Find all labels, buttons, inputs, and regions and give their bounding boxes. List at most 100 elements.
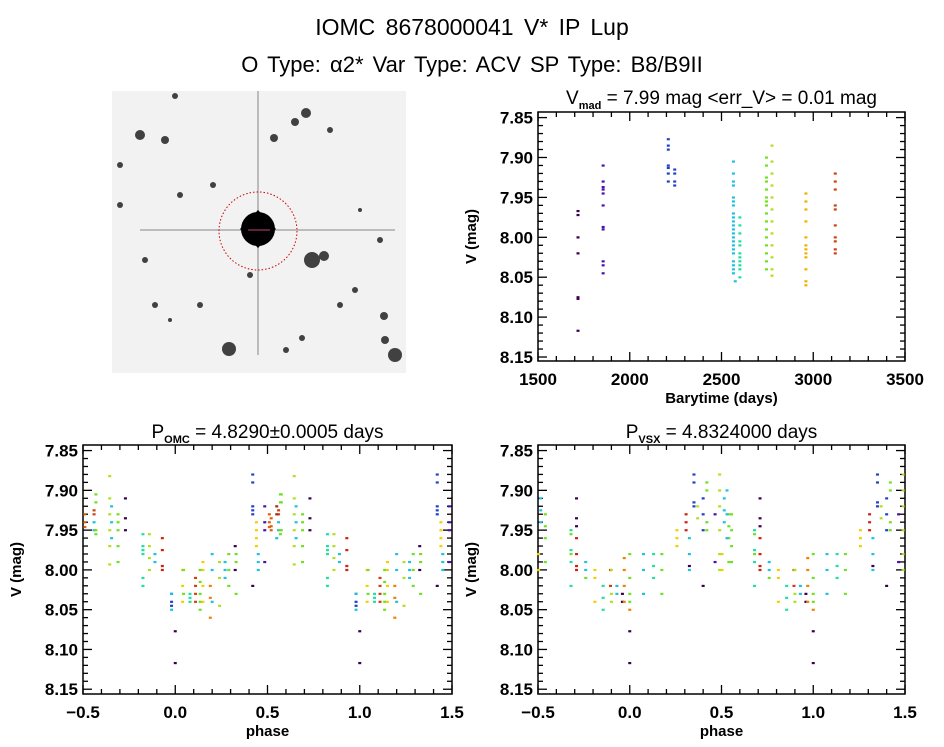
data-point (738, 216, 742, 219)
data-point (210, 568, 214, 572)
data-point (543, 537, 547, 540)
data-point (888, 489, 892, 492)
data-point (722, 509, 726, 512)
data-point (753, 529, 757, 532)
data-point (402, 560, 406, 564)
data-point (738, 224, 742, 227)
data-point (806, 568, 810, 572)
data-point (609, 600, 613, 603)
star (337, 302, 343, 308)
data-point (378, 592, 382, 595)
data-point (292, 513, 296, 516)
title-subscript: VSX (638, 434, 661, 446)
data-point (684, 521, 688, 524)
data-point (701, 513, 705, 516)
star (304, 252, 320, 268)
data-point (419, 560, 423, 564)
data-point (147, 533, 151, 536)
data-point (447, 505, 451, 508)
data-point (804, 592, 808, 595)
data-point (110, 537, 114, 540)
data-point (835, 552, 839, 556)
data-point (731, 252, 735, 255)
data-point (395, 600, 399, 603)
data-point (758, 564, 762, 568)
data-point (720, 552, 724, 556)
data-point (770, 268, 774, 271)
data-point (233, 545, 237, 548)
data-point (181, 600, 185, 603)
star (301, 108, 311, 118)
data-point (701, 529, 705, 532)
data-point (833, 172, 837, 175)
data-point (770, 220, 774, 223)
data-point (764, 212, 768, 215)
data-point (879, 517, 883, 520)
data-point (764, 244, 768, 247)
data-point (858, 537, 862, 540)
data-point (758, 525, 762, 528)
data-point (620, 600, 624, 603)
star (152, 302, 158, 308)
data-point (435, 481, 439, 484)
data-point (337, 560, 341, 564)
data-point (123, 517, 127, 520)
data-point (181, 584, 185, 588)
data-point (868, 521, 872, 524)
data-point (576, 252, 580, 255)
data-point (833, 252, 837, 255)
data-point (569, 533, 573, 536)
star-field-image (112, 91, 406, 373)
data-point (116, 529, 120, 532)
data-point (764, 180, 768, 183)
data-point (575, 537, 579, 540)
data-point (354, 592, 358, 595)
data-point (576, 236, 580, 239)
x-tick-label: −0.5 (66, 703, 100, 722)
data-point (901, 489, 905, 492)
y-axis-label: V (mag) (463, 542, 480, 597)
data-point (198, 600, 202, 603)
data-point (628, 576, 632, 580)
data-point (292, 545, 296, 548)
data-point (701, 584, 705, 588)
data-point (263, 505, 267, 508)
data-point (675, 529, 679, 532)
data-point (727, 513, 731, 516)
data-point (575, 568, 579, 572)
data-point (811, 552, 815, 556)
data-point (776, 576, 780, 580)
data-point (441, 560, 445, 564)
data-point (601, 260, 605, 263)
data-point (108, 513, 112, 516)
data-point (393, 584, 397, 588)
data-point (764, 228, 768, 231)
data-point (692, 505, 696, 508)
data-point (875, 473, 879, 476)
data-point (378, 600, 382, 603)
star (299, 335, 305, 341)
data-point (601, 186, 605, 189)
title-rest: = 7.99 mag <err_V> = 0.01 mag (601, 88, 877, 109)
data-point (569, 584, 573, 588)
data-point (601, 584, 605, 588)
data-point (858, 545, 862, 548)
data-point (764, 260, 768, 263)
data-point (764, 220, 768, 223)
data-point (738, 260, 742, 263)
data-point (687, 552, 691, 556)
data-point (576, 213, 580, 217)
data-point (435, 584, 439, 588)
data-point (395, 568, 399, 572)
x-tick-label: 3500 (886, 370, 924, 389)
data-point (731, 240, 735, 243)
data-point (687, 537, 691, 540)
data-point (301, 521, 305, 524)
x-tick-label: −0.5 (521, 703, 555, 722)
data-point (758, 497, 762, 500)
data-point (385, 568, 389, 572)
data-point (301, 513, 305, 516)
data-point (325, 549, 329, 552)
data-point (601, 192, 605, 195)
data-point (575, 525, 579, 528)
